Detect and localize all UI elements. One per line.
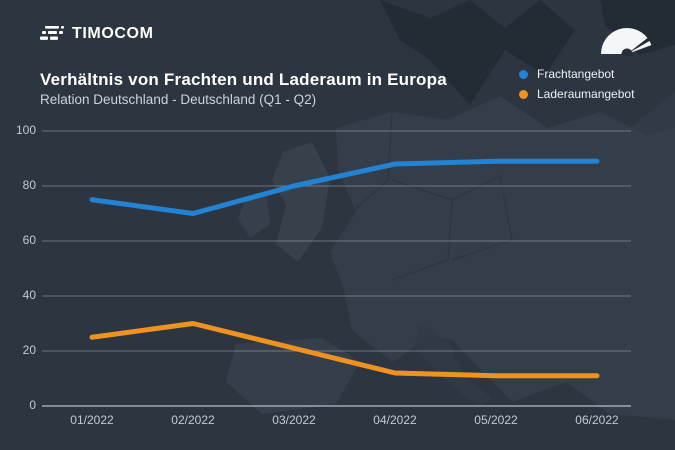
y-tick-label: 40 (22, 288, 36, 302)
legend-label: Laderaumangebot (537, 87, 635, 101)
gauge-icon (601, 27, 652, 56)
y-tick-label: 100 (15, 123, 36, 137)
legend-item: Frachtangebot (519, 67, 634, 81)
y-tick-label: 0 (29, 398, 36, 412)
chart-legend: Frachtangebot Laderaumangebot (519, 67, 634, 101)
x-tick-label: 04/2022 (373, 413, 417, 427)
logo: TIMOCOM (40, 24, 154, 44)
x-tick-label: 01/2022 (70, 413, 114, 427)
legend-item: Laderaumangebot (519, 87, 634, 101)
y-tick-label: 80 (22, 178, 36, 192)
x-tick-label: 05/2022 (474, 413, 518, 427)
page-subtitle: Relation Deutschland - Deutschland (Q1 -… (40, 92, 317, 107)
x-tick-label: 06/2022 (575, 413, 619, 427)
timocom-logo-icon (40, 26, 64, 40)
logo-text: TIMOCOM (72, 25, 154, 42)
legend-label: Frachtangebot (537, 67, 615, 81)
page-title: Verhältnis von Frachten und Laderaum in … (40, 70, 447, 89)
series-line-laderaumangebot (89, 321, 600, 379)
legend-dot (519, 69, 528, 79)
x-tick-label: 03/2022 (272, 413, 316, 427)
series-line-frachtangebot (89, 158, 600, 216)
y-tick-label: 20 (22, 343, 36, 357)
legend-dot (519, 89, 528, 99)
y-tick-label: 60 (22, 233, 36, 247)
x-tick-label: 02/2022 (171, 413, 215, 427)
